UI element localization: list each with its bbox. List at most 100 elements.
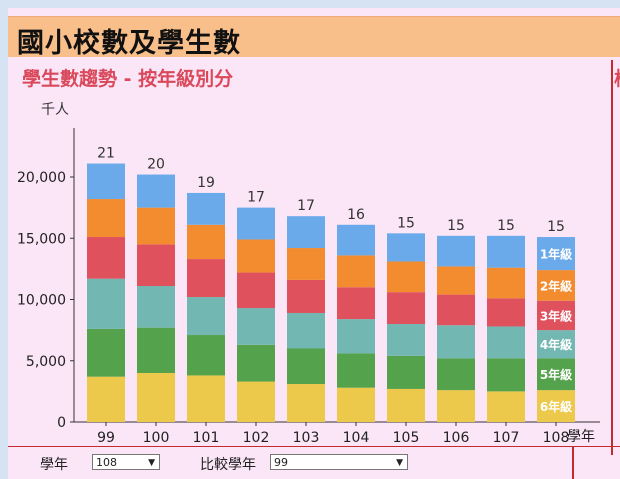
bar-segment-grade5-103[interactable] [287, 348, 325, 385]
bar-segment-grade1-100[interactable] [137, 174, 175, 208]
year-label: 學年 [40, 457, 68, 473]
bar-segment-grade2-102[interactable] [237, 239, 275, 273]
chevron-down-icon: ▼ [396, 458, 403, 468]
bar-segment-grade4-100[interactable] [137, 286, 175, 328]
x-tick-label: 107 [493, 430, 520, 446]
bar-segment-grade4-102[interactable] [237, 308, 275, 345]
bar-segment-grade2-100[interactable] [137, 207, 175, 245]
bar-segment-grade2-108[interactable] [537, 270, 575, 301]
bar-segment-grade2-103[interactable] [287, 248, 325, 280]
bar-total-label: 19 [197, 175, 215, 191]
bar-segment-grade6-101[interactable] [187, 375, 225, 422]
panel-divider-horizontal [8, 446, 620, 447]
bar-segment-grade2-104[interactable] [337, 255, 375, 288]
panel-divider-vertical [611, 60, 613, 455]
bar-total-label: 16 [347, 207, 365, 223]
bar-segment-grade2-99[interactable] [87, 199, 125, 238]
x-tick-label: 106 [443, 430, 470, 446]
bar-segment-grade1-105[interactable] [387, 233, 425, 262]
bar-segment-grade5-99[interactable] [87, 328, 125, 377]
bar-segment-grade2-105[interactable] [387, 261, 425, 293]
bar-segment-grade4-108[interactable] [537, 330, 575, 359]
chart-panel: 國小校數及學生數 學生數趨勢 - 按年級別分 校 千人 0 5,000 10,000… [8, 8, 620, 479]
bar-segment-grade2-101[interactable] [187, 224, 225, 260]
bar-segment-grade5-102[interactable] [237, 344, 275, 382]
y-axis-label: 千人 [41, 102, 69, 118]
bar-segment-grade4-107[interactable] [487, 326, 525, 359]
bar-segment-grade2-106[interactable] [437, 266, 475, 295]
title-bar: 國小校數及學生數 [8, 16, 620, 59]
bar-segment-grade3-106[interactable] [437, 294, 475, 326]
series-label-grade4: 4年級 [540, 337, 572, 352]
bar-segment-grade5-100[interactable] [137, 327, 175, 373]
bar-total-label: 20 [147, 157, 165, 173]
bar-segment-grade6-108[interactable] [537, 390, 575, 422]
compare-year-select[interactable]: 99 ▼ [270, 454, 408, 470]
compare-year-select-value: 99 [274, 456, 288, 469]
bar-segment-grade3-100[interactable] [137, 244, 175, 287]
bar-segment-grade6-107[interactable] [487, 391, 525, 422]
x-tick-label: 100 [143, 430, 170, 446]
y-tick-label: 0 [57, 415, 66, 431]
bar-segment-grade5-104[interactable] [337, 353, 375, 388]
year-select[interactable]: 108 ▼ [92, 454, 160, 470]
bar-segment-grade5-106[interactable] [437, 358, 475, 391]
bar-segment-grade3-103[interactable] [287, 279, 325, 313]
y-tick-label: 20,000 [17, 170, 66, 186]
bar-segment-grade4-99[interactable] [87, 278, 125, 329]
bar-segment-grade4-106[interactable] [437, 325, 475, 359]
x-tick-label: 103 [293, 430, 320, 446]
bar-segment-grade1-103[interactable] [287, 216, 325, 249]
bar-segment-grade5-108[interactable] [537, 358, 575, 391]
bar-total-label: 17 [297, 198, 315, 214]
series-label-grade2: 2年級 [540, 278, 572, 293]
bar-segment-grade1-101[interactable] [187, 192, 225, 225]
stacked-bar-chart: 千人 0 5,000 10,000 15,000 20,000 99 100 101 102 1… [17, 102, 600, 446]
y-tick-label: 10,000 [17, 293, 66, 309]
bar-segment-grade6-100[interactable] [137, 373, 175, 422]
bar-total-label: 15 [547, 219, 565, 235]
bar-segment-grade1-104[interactable] [337, 224, 375, 256]
bar-segment-grade1-106[interactable] [437, 235, 475, 267]
bar-segment-grade3-101[interactable] [187, 259, 225, 298]
bar-segment-grade6-104[interactable] [337, 387, 375, 422]
bar-segment-grade3-108[interactable] [537, 300, 575, 331]
bar-segment-grade6-103[interactable] [287, 384, 325, 422]
bar-segment-grade5-105[interactable] [387, 355, 425, 389]
bar-segment-grade6-102[interactable] [237, 381, 275, 422]
bar-total-label: 17 [247, 190, 265, 206]
bar-total-label: 15 [447, 218, 465, 234]
bar-segment-grade6-99[interactable] [87, 376, 125, 422]
bar-segment-grade5-107[interactable] [487, 358, 525, 392]
bar-segment-grade5-101[interactable] [187, 335, 225, 376]
bar-segment-grade4-104[interactable] [337, 319, 375, 354]
series-label-grade6: 6年級 [540, 399, 572, 414]
bar-segment-grade3-102[interactable] [237, 272, 275, 309]
y-tick-label: 15,000 [17, 231, 66, 247]
bar-segment-grade1-102[interactable] [237, 207, 275, 240]
series-label-grade1: 1年級 [540, 247, 572, 262]
year-select-value: 108 [96, 456, 117, 469]
bar-segment-grade1-99[interactable] [87, 163, 125, 200]
compare-year-label: 比較學年 [200, 457, 256, 473]
x-axis-label: 學年 [567, 429, 595, 445]
series-label-grade5: 5年級 [540, 367, 572, 382]
bar-segment-grade3-99[interactable] [87, 237, 125, 279]
bar-segment-grade2-107[interactable] [487, 267, 525, 299]
bar-segment-grade6-105[interactable] [387, 388, 425, 422]
bar-segment-grade4-103[interactable] [287, 312, 325, 349]
bar-total-label: 15 [397, 215, 415, 231]
bar-segment-grade4-101[interactable] [187, 297, 225, 336]
bar-segment-grade6-106[interactable] [437, 390, 475, 422]
bar-segment-grade1-107[interactable] [487, 235, 525, 268]
control-divider [572, 446, 574, 479]
x-tick-label: 99 [97, 430, 115, 446]
x-tick-label: 101 [193, 430, 220, 446]
bar-segment-grade1-108[interactable] [537, 237, 575, 271]
bar-segment-grade3-107[interactable] [487, 298, 525, 327]
bar-segment-grade4-105[interactable] [387, 324, 425, 356]
bar-total-label: 21 [97, 146, 115, 162]
chevron-down-icon: ▼ [148, 458, 155, 468]
bar-segment-grade3-104[interactable] [337, 287, 375, 320]
bar-segment-grade3-105[interactable] [387, 292, 425, 324]
